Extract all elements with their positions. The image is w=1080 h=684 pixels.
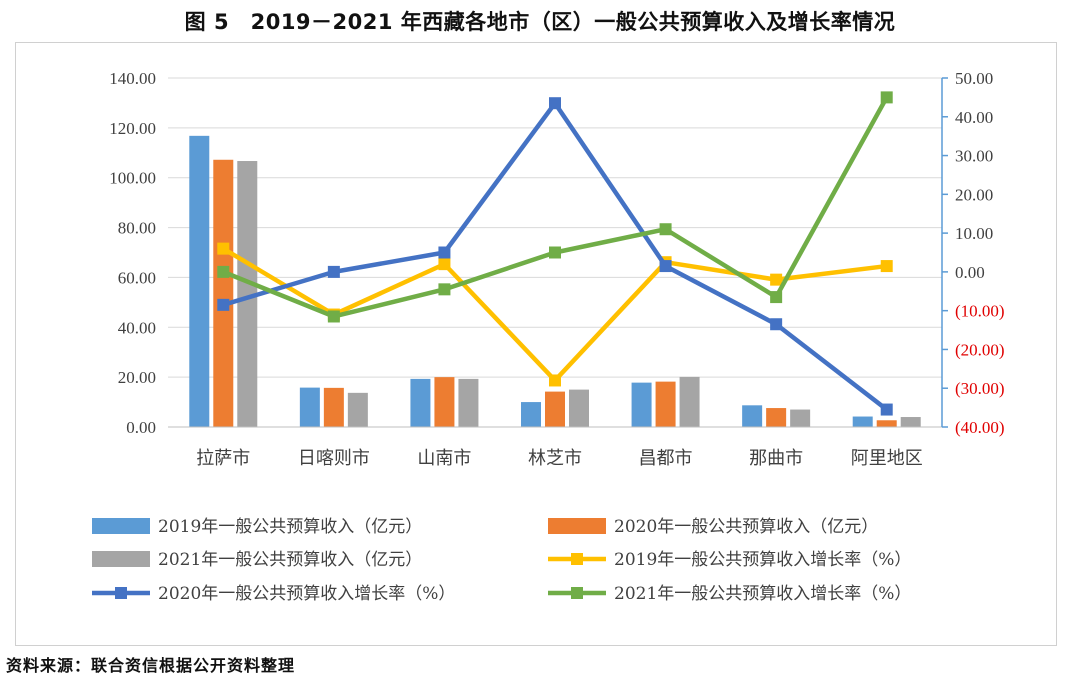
- data-point: [770, 318, 783, 331]
- bar: [790, 409, 811, 427]
- legend-swatch: [92, 551, 150, 567]
- bar: [876, 420, 897, 427]
- data-point: [549, 246, 561, 259]
- legend-marker: [571, 553, 583, 565]
- bar: [521, 402, 541, 427]
- legend-label: 2021年一般公共预算收入（亿元）: [158, 550, 422, 570]
- category-label: 阿里地区: [851, 448, 923, 469]
- left-tick-label: 140.00: [109, 69, 156, 88]
- source-note: 资料来源：联合资信根据公开资料整理: [6, 656, 296, 675]
- data-point: [217, 298, 230, 311]
- series-line: [222, 246, 887, 383]
- bar: [631, 382, 652, 427]
- right-tick-label: 10.00: [955, 224, 993, 243]
- right-tick-label: 30.00: [955, 147, 993, 166]
- bar: [679, 376, 700, 427]
- right-tick-label: 40.00: [955, 108, 993, 127]
- right-tick-label: 20.00: [955, 185, 993, 204]
- bar: [900, 417, 921, 427]
- legend-label: 2020年一般公共预算收入（亿元）: [614, 517, 878, 537]
- data-point: [770, 291, 783, 304]
- category-label: 日喀则市: [298, 448, 370, 469]
- right-tick-label: (20.00): [955, 340, 1005, 359]
- category-label: 拉萨市: [196, 448, 250, 469]
- data-point: [880, 403, 893, 416]
- legend-label: 2020年一般公共预算收入增长率（%）: [158, 584, 455, 604]
- axes: 0.00 20.00 40.00 60.00 80.00 100.00 120.00 140.…: [109, 69, 1004, 469]
- legend-label: 2021年一般公共预算收入增长率（%）: [614, 584, 911, 604]
- data-point: [880, 260, 893, 273]
- bar: [852, 416, 873, 427]
- legend: 2019年一般公共预算收入（亿元） 2020年一般公共预算收入（亿元） 2021年一…: [92, 517, 911, 604]
- legend-swatch: [92, 518, 150, 534]
- category-label: 昌都市: [639, 448, 693, 469]
- right-tick-label: 50.00: [955, 69, 993, 88]
- data-point: [549, 97, 561, 110]
- right-tick-label: (30.00): [955, 379, 1005, 398]
- category-label: 那曲市: [749, 448, 803, 469]
- bar: [766, 408, 787, 427]
- bar: [458, 378, 479, 427]
- data-point: [659, 223, 672, 236]
- data-point: [770, 273, 783, 286]
- bar: [545, 391, 565, 427]
- bar: [569, 389, 589, 427]
- legend-label: 2019年一般公共预算收入增长率（%）: [614, 550, 911, 570]
- chart-frame: [15, 42, 1057, 646]
- data-point: [327, 265, 340, 278]
- legend-swatch: [548, 518, 606, 534]
- bar: [323, 387, 344, 427]
- bar: [299, 387, 320, 427]
- bar: [742, 405, 763, 427]
- bar-series: [189, 135, 921, 427]
- left-tick-label: 0.00: [126, 418, 156, 437]
- right-tick-label: (10.00): [955, 302, 1005, 321]
- left-tick-label: 100.00: [109, 169, 156, 188]
- legend-marker: [115, 587, 127, 599]
- bar: [655, 381, 676, 427]
- data-point: [438, 246, 451, 259]
- bar: [410, 378, 431, 427]
- left-tick-label: 20.00: [118, 368, 156, 387]
- bar: [347, 392, 368, 427]
- bar: [237, 161, 258, 427]
- data-point: [217, 242, 230, 255]
- data-point: [880, 91, 893, 104]
- data-point: [327, 310, 340, 323]
- bar: [189, 135, 210, 427]
- data-point: [217, 265, 230, 278]
- legend-label: 2019年一般公共预算收入（亿元）: [158, 517, 422, 537]
- data-point: [549, 374, 561, 387]
- data-point: [438, 258, 451, 271]
- left-tick-label: 80.00: [118, 219, 156, 238]
- right-tick-label: 0.00: [955, 263, 985, 282]
- bar: [213, 159, 234, 427]
- category-label: 山南市: [417, 448, 471, 469]
- line-series: [217, 91, 893, 416]
- left-tick-label: 40.00: [118, 318, 156, 337]
- chart-title: 图 5 2019－2021 年西藏各地市（区）一般公共预算收入及增长率情况: [184, 10, 896, 34]
- series-line: [222, 96, 889, 319]
- data-point: [659, 260, 672, 273]
- legend-marker: [571, 587, 583, 599]
- bar: [434, 377, 455, 427]
- right-tick-label: (40.00): [955, 418, 1005, 437]
- data-point: [438, 283, 451, 296]
- left-tick-label: 120.00: [109, 119, 156, 138]
- category-label: 林芝市: [528, 448, 582, 469]
- left-tick-label: 60.00: [118, 268, 156, 287]
